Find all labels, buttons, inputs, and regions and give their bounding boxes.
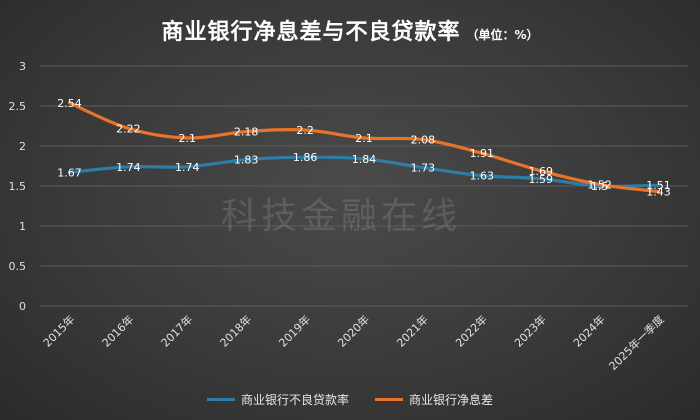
- x-tick-label: 2020年: [335, 312, 372, 349]
- x-tick-label: 2015年: [40, 312, 77, 349]
- data-label-npl-ratio: 1.5: [591, 180, 609, 193]
- legend-item-nim[interactable]: 商业银行净息差: [375, 391, 493, 408]
- chart-title-main: 商业银行净息差与不良贷款率: [161, 20, 461, 45]
- x-tick-label: 2021年: [394, 312, 431, 349]
- data-label-npl-ratio: 1.73: [411, 162, 436, 175]
- y-axis-ticks: 0 0.5 1 1.5 2 2.5 3: [9, 60, 27, 313]
- data-label-npl-ratio: 1.74: [116, 161, 141, 174]
- x-tick-label: 2025年一季度: [606, 312, 667, 373]
- data-label-net-interest-margin: 2.18: [234, 126, 259, 139]
- data-label-npl-ratio: 1.63: [470, 170, 495, 183]
- y-tick-label: 0: [19, 300, 26, 313]
- x-axis-ticks: 2015年 2016年 2017年 2018年 2019年 2020年 2021年 2022年…: [40, 312, 667, 373]
- chart-title: 商业银行净息差与不良贷款率 （单位：%）: [0, 14, 700, 46]
- legend-item-npl[interactable]: 商业银行不良贷款率: [206, 391, 349, 408]
- legend: 商业银行不良贷款率 商业银行净息差: [0, 391, 700, 408]
- data-label-net-interest-margin: 1.69: [528, 165, 553, 178]
- data-label-npl-ratio: 1.86: [293, 151, 318, 164]
- data-label-net-interest-margin: 2.54: [57, 97, 82, 110]
- series-line-net-interest-margin: [67, 101, 661, 194]
- legend-swatch-nim: [375, 398, 403, 401]
- data-label-net-interest-margin: 2.1: [179, 132, 197, 145]
- gridlines: [40, 65, 688, 307]
- data-label-npl-ratio: 1.74: [175, 161, 200, 174]
- y-tick-label: 1: [19, 220, 26, 233]
- data-labels: 1.67 1.74 1.741.83 1.86 1.841.731.63 1.591.5 1…: [57, 97, 671, 199]
- data-label-net-interest-margin: 1.43: [646, 186, 671, 199]
- watermark: 科技金融在线: [220, 196, 461, 237]
- data-label-net-interest-margin: 1.52: [587, 178, 612, 191]
- x-tick-label: 2017年: [158, 312, 195, 349]
- y-tick-label: 0.5: [9, 260, 27, 273]
- x-tick-label: 2019年: [276, 312, 313, 349]
- x-tick-label: 2023年: [511, 312, 548, 349]
- series-lines: [67, 101, 661, 194]
- y-tick-label: 1.5: [9, 180, 27, 193]
- data-label-npl-ratio: 1.51: [646, 179, 671, 192]
- x-tick-label: 2024年: [570, 312, 607, 349]
- x-tick-label: 2018年: [217, 312, 254, 349]
- data-label-net-interest-margin: 2.1: [355, 132, 373, 145]
- data-label-net-interest-margin: 1.91: [470, 147, 495, 160]
- data-label-net-interest-margin: 2.2: [296, 124, 314, 137]
- y-tick-label: 3: [19, 60, 26, 73]
- y-tick-label: 2.5: [9, 100, 27, 113]
- data-label-npl-ratio: 1.84: [352, 153, 377, 166]
- data-label-net-interest-margin: 2.22: [116, 122, 141, 135]
- chart-title-unit: （单位：%）: [466, 28, 539, 42]
- x-tick-label: 2016年: [99, 312, 136, 349]
- x-tick-label: 2022年: [452, 312, 489, 349]
- data-label-npl-ratio: 1.59: [528, 173, 553, 186]
- legend-label-nim: 商业银行净息差: [409, 393, 494, 407]
- legend-swatch-npl: [206, 398, 235, 401]
- y-tick-label: 2: [19, 140, 26, 153]
- series-line-npl-ratio: [67, 155, 661, 188]
- data-label-net-interest-margin: 2.08: [411, 134, 436, 147]
- data-label-npl-ratio: 1.67: [57, 166, 82, 179]
- legend-label-npl: 商业银行不良贷款率: [240, 393, 349, 407]
- data-label-npl-ratio: 1.83: [234, 154, 259, 167]
